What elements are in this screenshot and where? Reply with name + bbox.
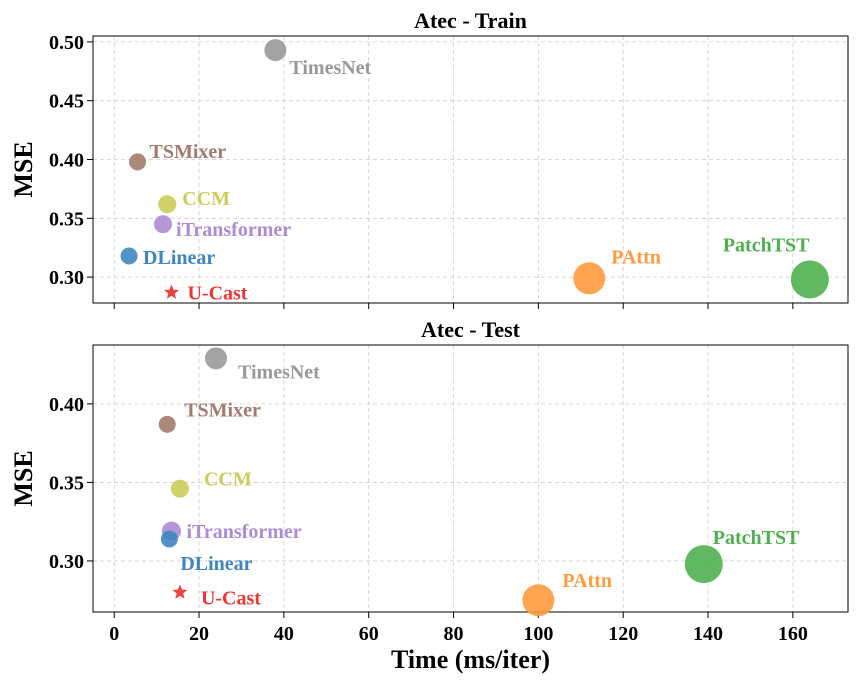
y-axis-label: MSE [9, 141, 38, 197]
y-axis-label: MSE [9, 450, 38, 506]
point-u-cast [163, 284, 180, 299]
x-tick-label: 120 [608, 623, 638, 645]
point-label-u-cast: U-Cast [187, 282, 247, 304]
y-tick-label: 0.40 [49, 150, 84, 172]
test-panel: 0 20 40 60 80 100 120 140 160 0.30 0.35 0.40 Atec - … [9, 317, 849, 674]
point-label-patchtst: PatchTST [723, 234, 810, 256]
point-pattn [522, 584, 555, 617]
y-tick-label: 0.35 [49, 472, 84, 494]
y-tick-label: 0.40 [49, 394, 84, 416]
x-tick-label: 60 [359, 623, 379, 645]
x-tick-label: 80 [444, 623, 464, 645]
x-tick-label: 40 [274, 623, 294, 645]
point-label-timesnet: TimesNet [238, 361, 320, 383]
x-axis-label: Time (ms/iter) [391, 645, 550, 674]
point-patchtst [684, 545, 723, 584]
point-label-patchtst: PatchTST [713, 527, 800, 549]
point-label-ccm: CCM [182, 188, 230, 210]
y-tick-label: 0.30 [49, 267, 84, 289]
x-tick-label: 0 [109, 623, 119, 645]
plot-frame [92, 35, 849, 304]
y-tick-label: 0.30 [49, 551, 84, 573]
point-ccm [158, 195, 177, 214]
point-label-dlinear: DLinear [143, 247, 215, 269]
point-label-itransformer: iTransformer [186, 521, 301, 543]
x-tick-label: 100 [523, 623, 553, 645]
panel-title: Atec - Train [414, 8, 527, 33]
x-tick-label: 140 [693, 623, 723, 645]
point-label-timesnet: TimesNet [289, 57, 371, 79]
point-tsmixer [158, 415, 176, 433]
point-timesnet [205, 347, 228, 370]
point-u-cast [172, 584, 188, 599]
point-dlinear [120, 247, 138, 265]
y-tick-label: 0.50 [49, 32, 84, 54]
point-itransformer [153, 215, 172, 234]
point-ccm [170, 479, 189, 498]
x-tick-label: 20 [189, 623, 209, 645]
point-tsmixer [129, 153, 147, 171]
point-timesnet [264, 39, 287, 62]
point-label-pattn: PAttn [562, 570, 612, 592]
point-label-itransformer: iTransformer [176, 219, 291, 241]
y-tick-label: 0.45 [49, 91, 84, 113]
y-tick-label: 0.35 [49, 208, 84, 230]
panel-title: Atec - Test [421, 317, 521, 342]
point-label-tsmixer: TSMixer [150, 141, 227, 163]
plot-frame [92, 344, 849, 613]
point-label-tsmixer: TSMixer [184, 399, 261, 421]
point-label-u-cast: U-Cast [201, 587, 261, 609]
point-label-ccm: CCM [204, 469, 252, 491]
point-pattn [573, 262, 606, 295]
point-patchtst [790, 260, 829, 299]
point-label-pattn: PAttn [611, 246, 661, 268]
train-panel: 0.30 0.35 0.40 0.45 0.50 Atec - Train MSE Times… [9, 8, 849, 309]
x-tick-label: 160 [778, 623, 808, 645]
point-dlinear [160, 530, 178, 548]
point-label-dlinear: DLinear [180, 553, 252, 575]
